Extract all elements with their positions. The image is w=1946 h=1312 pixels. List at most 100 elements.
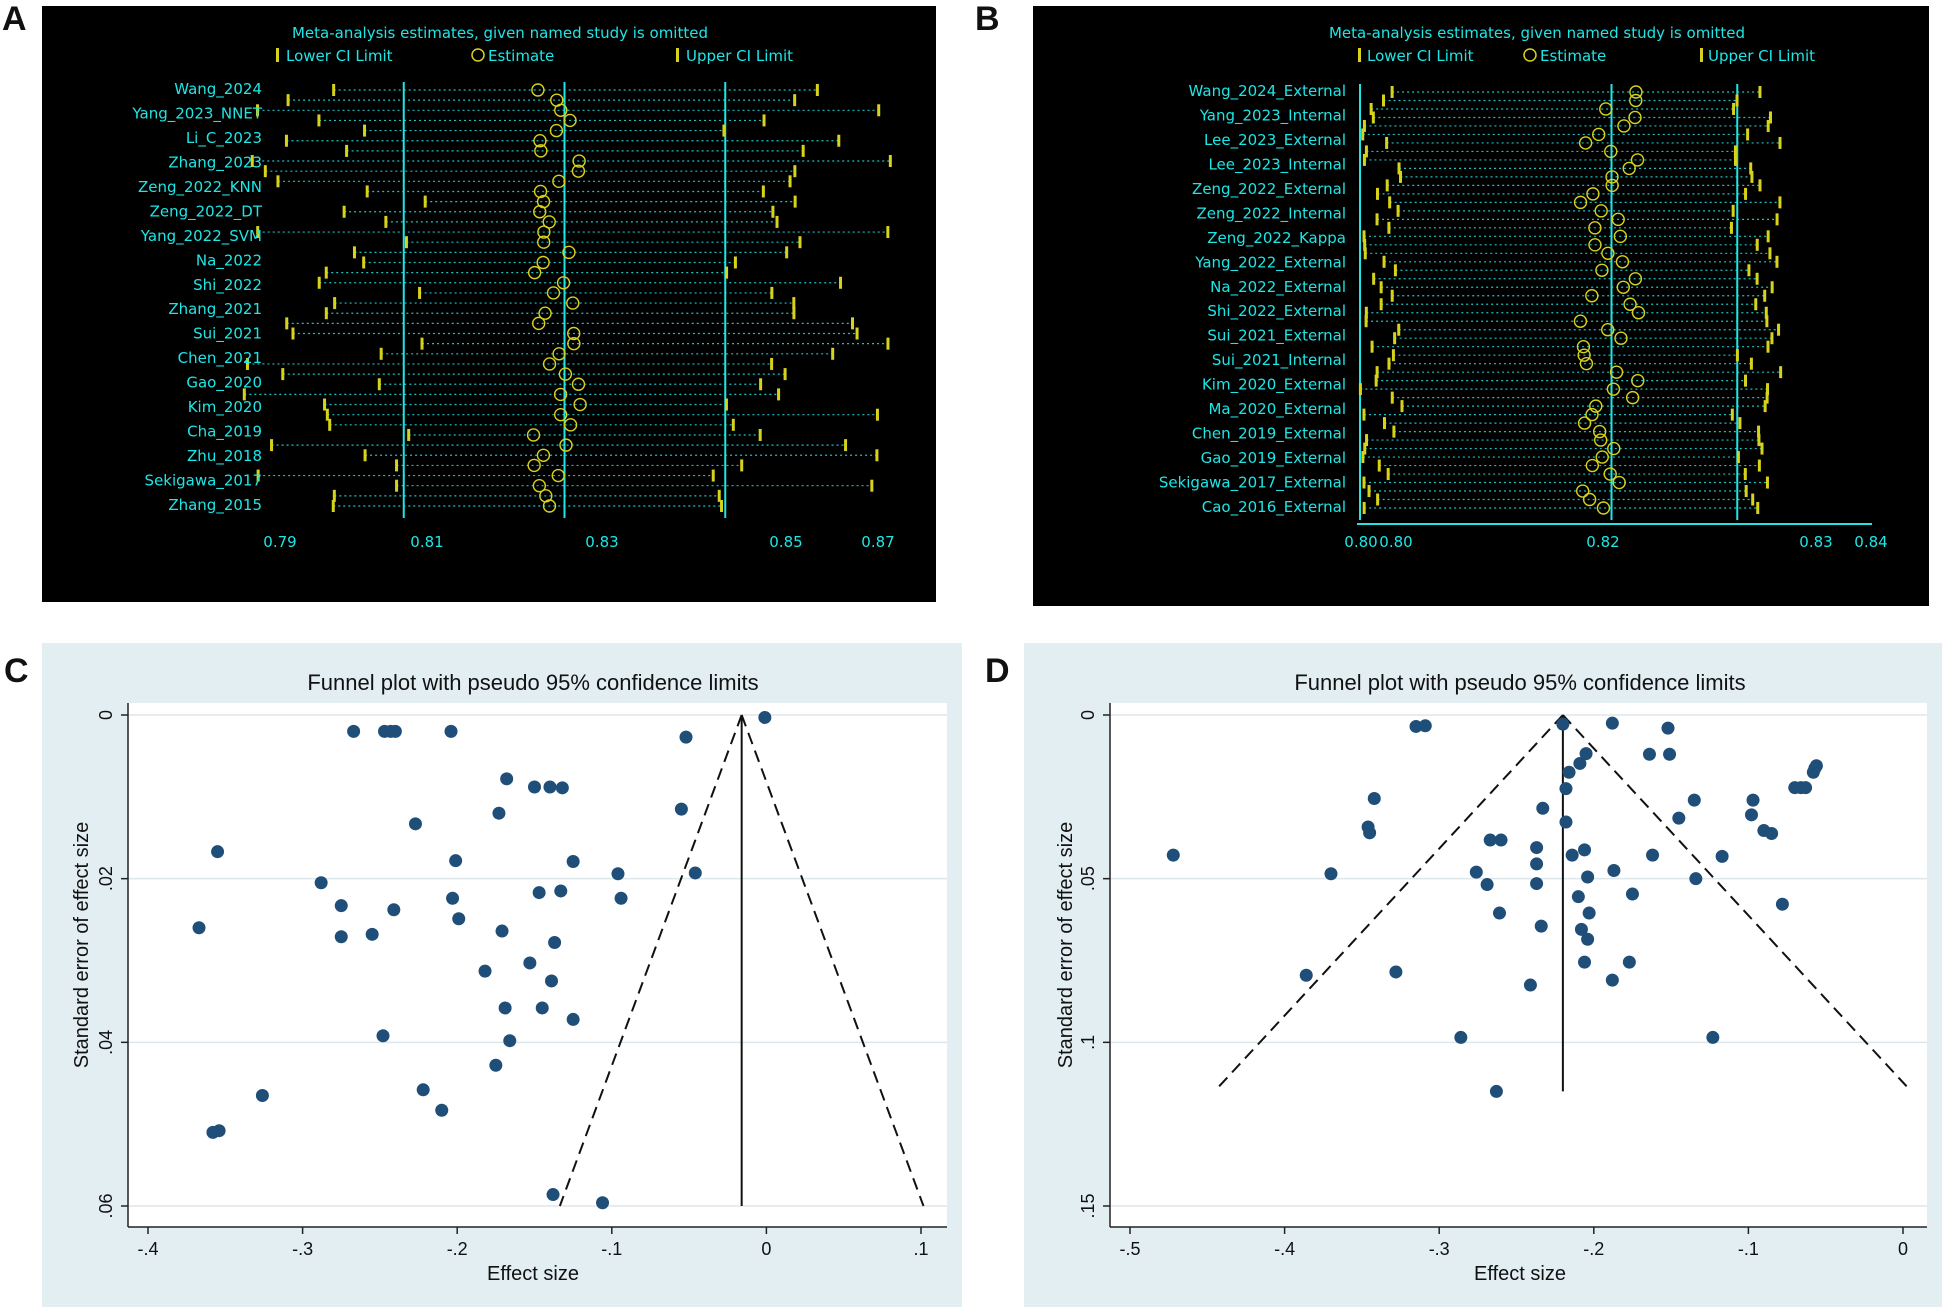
estimate-marker (573, 397, 587, 412)
study-label: Shi_2022_External (1207, 302, 1346, 321)
estimate-marker (1625, 390, 1640, 405)
y-tick-label: 0 (1078, 710, 1098, 720)
study-point (1530, 841, 1544, 855)
estimate-marker (1631, 306, 1646, 320)
lower-ci-marker (1369, 102, 1373, 115)
study-point (314, 876, 328, 890)
panel-b-x-ticks: 0.80 0.80 0.82 0.83 0.84 (1344, 533, 1887, 551)
estimate-marker (553, 387, 568, 402)
upper-ci-marker (1775, 255, 1779, 268)
estimate-marker (1588, 238, 1602, 252)
upper-ci-marker (815, 84, 819, 96)
upper-ci-marker (777, 388, 781, 401)
legend-lower-ci-marker (1358, 48, 1361, 62)
study-point (1559, 782, 1573, 796)
study-point (548, 935, 562, 949)
estimate-marker (1606, 382, 1621, 396)
estimate-marker (533, 134, 547, 148)
y-tick-label: .05 (1078, 866, 1098, 891)
panel-b-tick-label: 0.80 (1379, 533, 1412, 551)
lower-ci-marker (1388, 196, 1392, 209)
study-point (614, 891, 628, 905)
study-point (1559, 815, 1573, 829)
x-tick-label: -.5 (1119, 1239, 1140, 1259)
funnel-upper-limit (1562, 714, 1913, 1093)
upper-ci-marker (720, 500, 724, 512)
estimate-marker (1611, 212, 1625, 227)
upper-ci-marker (783, 368, 787, 381)
lower-ci-marker (317, 114, 321, 127)
y-tick-label: 0 (96, 710, 116, 720)
upper-ci-marker (1743, 468, 1747, 481)
panel-c-ylabel: Standard error of effect size (71, 822, 93, 1068)
upper-ci-marker (855, 327, 859, 340)
upper-ci-marker (1733, 145, 1737, 158)
study-label: Sui_2021_External (1207, 327, 1346, 346)
lower-ci-marker (1362, 153, 1366, 166)
panel-a-tick-label: 0.79 (263, 533, 296, 551)
estimate-marker (542, 499, 557, 513)
panel-c-title: Funnel plot with pseudo 95% confidence l… (307, 670, 758, 695)
estimate-marker (534, 144, 548, 158)
lower-ci-marker (1375, 366, 1379, 379)
legend-upper-ci-label: Upper CI Limit (1708, 47, 1815, 65)
study-point (1622, 955, 1636, 969)
upper-ci-marker (759, 378, 763, 391)
estimate-marker (559, 438, 573, 452)
upper-ci-marker (1768, 247, 1772, 260)
upper-ci-marker (1757, 459, 1761, 472)
lower-ci-marker (1390, 86, 1394, 98)
upper-ci-marker (762, 114, 766, 127)
study-point (498, 1001, 512, 1015)
lower-ci-marker (285, 317, 289, 330)
upper-ci-marker (1756, 502, 1760, 514)
lower-ci-marker (423, 195, 427, 208)
study-point (1536, 801, 1550, 815)
panel-d-title: Funnel plot with pseudo 95% confidence l… (1294, 670, 1745, 695)
x-tick-label: -.3 (292, 1239, 313, 1259)
upper-ci-marker (1779, 366, 1783, 379)
estimate-marker (1575, 484, 1590, 498)
study-point (543, 780, 557, 794)
study-point (1765, 826, 1779, 840)
lower-ci-marker (1397, 323, 1401, 336)
study-point (1409, 719, 1423, 733)
lower-ci-marker (270, 439, 274, 452)
legend-upper-ci-label: Upper CI Limit (686, 47, 793, 65)
estimate-marker (1576, 339, 1591, 354)
legend-lower-ci-marker (276, 48, 279, 62)
study-label: Zeng_2022_External (1192, 180, 1346, 199)
estimate-marker (1599, 102, 1613, 116)
upper-ci-marker (1735, 349, 1739, 362)
estimate-marker (563, 418, 578, 432)
upper-ci-marker (1735, 94, 1739, 107)
study-point (1389, 965, 1403, 979)
lower-ci-marker (1391, 349, 1395, 362)
estimate-marker (1613, 229, 1628, 244)
upper-ci-marker (1768, 111, 1772, 124)
estimate-marker (532, 316, 546, 331)
panel-d-xlabel: Effect size (1474, 1263, 1566, 1285)
estimate-marker (562, 245, 576, 260)
study-point (387, 903, 401, 917)
study-point (444, 724, 458, 738)
lower-ci-marker (1362, 476, 1366, 489)
study-point (376, 1029, 390, 1043)
upper-ci-marker (793, 94, 797, 107)
estimate-marker (556, 276, 571, 290)
upper-ci-marker (761, 185, 765, 198)
estimate-marker (538, 306, 552, 320)
study-point (1166, 848, 1180, 862)
study-point (347, 724, 361, 738)
panel-a-tick-label: 0.85 (769, 533, 802, 551)
study-label: Zeng_2022_KNN (138, 178, 262, 197)
study-point (1579, 747, 1593, 761)
study-point (408, 817, 422, 831)
study-point (1806, 765, 1820, 779)
lower-ci-marker (286, 94, 290, 107)
estimate-marker (549, 123, 564, 138)
estimate-marker (1629, 85, 1643, 99)
x-tick-label: -.1 (601, 1239, 622, 1259)
estimate-marker (1593, 433, 1608, 447)
lower-ci-marker (1377, 459, 1381, 472)
